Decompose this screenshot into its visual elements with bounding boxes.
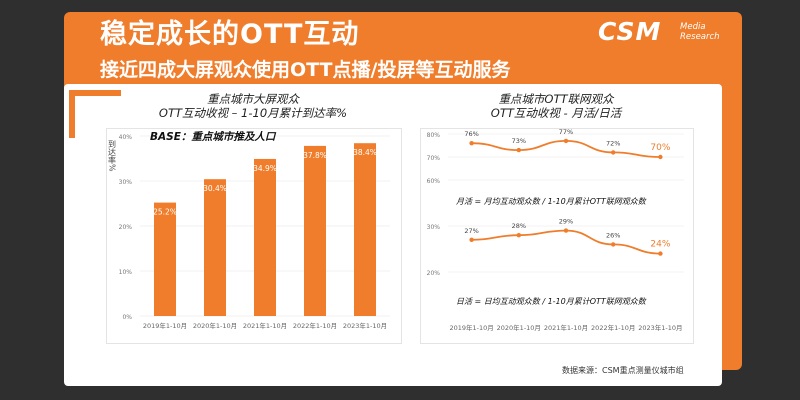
line-point xyxy=(611,150,616,155)
line-chart-title-line1: 重点城市OTT联网观众 xyxy=(498,92,614,106)
line-value-label: 72% xyxy=(606,139,620,147)
bar-xtick-label: 2020年1-10月 xyxy=(193,321,237,330)
bar-value-label: 37.8% xyxy=(303,151,327,160)
line-ytick-label: 60% xyxy=(427,178,441,185)
logo-tagline-line2: Research xyxy=(680,32,720,42)
page-title: 稳定成长的OTT互动 xyxy=(100,19,360,50)
line-ytick-label: 70% xyxy=(427,155,441,162)
bar-chart-title: 重点城市大屏观众 OTT互动收视 – 1-10月累计到达率% xyxy=(106,92,400,120)
bar xyxy=(204,179,226,316)
line-point xyxy=(563,138,569,144)
logo-tagline-line1: Media xyxy=(680,22,706,32)
bar-value-label: 34.9% xyxy=(253,164,277,173)
line-chart-title-line2: OTT互动收视 - 月活/日活 xyxy=(490,106,622,120)
line-point xyxy=(658,154,663,160)
bar-value-label: 25.2% xyxy=(153,208,177,217)
line-point xyxy=(563,228,569,233)
line-series xyxy=(471,139,661,158)
bar-ytick-label: 0% xyxy=(122,314,132,321)
bar-xtick-label: 2021年1-10月 xyxy=(243,321,287,330)
line-panel-label: 日活 = 日均互动观众数 / 1-10月累计OTT联网观众数 xyxy=(456,297,647,306)
corner-accent-vertical xyxy=(69,90,75,138)
line-value-label: 27% xyxy=(464,227,478,235)
bar xyxy=(354,143,376,316)
bar-xtick-label: 2019年1-10月 xyxy=(143,321,187,330)
line-point xyxy=(516,147,521,153)
bar-xtick-label: 2023年1-10月 xyxy=(343,321,387,330)
page-subtitle: 接近四成大屏观众使用OTT点播/投屏等互动服务 xyxy=(100,59,511,81)
bar-chart: 0% 10% 20% 30% 40%到达率% BASE：重点城市推及人口 25.2% 2019… xyxy=(108,130,390,330)
line-chart-title: 重点城市OTT联网观众 OTT互动收视 - 月活/日活 xyxy=(420,92,692,120)
bar-chart-title-line2: OTT互动收视 – 1-10月累计到达率% xyxy=(158,106,348,120)
bar-ytick-label: 30% xyxy=(119,179,133,186)
line-value-label: 28% xyxy=(512,222,526,230)
bar-xtick-label: 2022年1-10月 xyxy=(293,321,337,330)
line-chart: 60% 70% 80% 76% 73% 77% 72% 70% 月活 = 月均互动观众数 / 1… xyxy=(427,128,684,332)
line-value-label: 70% xyxy=(650,143,670,153)
line-ytick-label: 20% xyxy=(427,270,441,277)
line-value-label: 26% xyxy=(606,231,620,239)
bar-chart-title-line1: 重点城市大屏观众 xyxy=(207,92,299,106)
line-value-label: 76% xyxy=(464,130,478,138)
logo-tagline: Media Research xyxy=(680,22,720,42)
line-xtick-label: 2021年1-10月 xyxy=(544,323,588,332)
line-value-label: 73% xyxy=(512,137,526,145)
bar-ytick-label: 10% xyxy=(119,269,133,276)
bar xyxy=(304,145,326,316)
line-xtick-label: 2020年1-10月 xyxy=(497,323,541,332)
line-point xyxy=(516,233,521,238)
line-xtick-label: 2022年1-10月 xyxy=(591,323,635,332)
bar-ytick-label: 20% xyxy=(119,224,133,231)
line-point xyxy=(611,242,616,247)
bar xyxy=(154,202,176,316)
line-ytick-label: 80% xyxy=(427,132,441,139)
line-value-label: 29% xyxy=(559,218,573,226)
bar xyxy=(254,158,276,316)
bar-annotation: BASE：重点城市推及人口 xyxy=(150,130,277,143)
bar-value-label: 30.4% xyxy=(203,184,227,193)
line-xtick-label: 2023年1-10月 xyxy=(638,323,682,332)
line-panel-label: 月活 = 月均互动观众数 / 1-10月累计OTT联网观众数 xyxy=(456,197,647,206)
line-point xyxy=(469,237,474,242)
csm-logo: CSM Media Research xyxy=(598,17,728,49)
source-note: 数据来源：CSM重点测量仪城市组 xyxy=(562,366,684,375)
line-value-label: 24% xyxy=(650,240,670,250)
line-value-label: 77% xyxy=(559,128,573,136)
line-point xyxy=(469,141,474,146)
line-series xyxy=(471,229,661,255)
corner-accent xyxy=(69,90,121,96)
line-point xyxy=(658,251,663,256)
line-chart-panel xyxy=(420,128,694,344)
bar-ytick-label: 40% xyxy=(119,134,133,141)
line-xtick-label: 2019年1-10月 xyxy=(449,323,493,332)
line-ytick-label: 30% xyxy=(427,224,441,231)
bar-value-label: 38.4% xyxy=(353,148,377,157)
logo-wordmark: CSM xyxy=(598,17,662,46)
bar-ylabel: 到达率% xyxy=(108,140,117,172)
